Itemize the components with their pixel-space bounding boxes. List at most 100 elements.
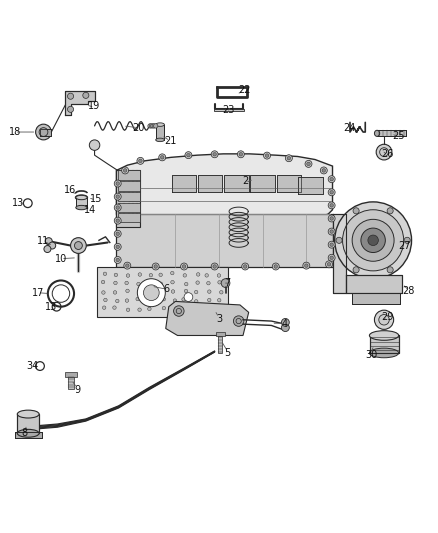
Circle shape [208, 298, 211, 302]
Circle shape [379, 314, 389, 325]
Circle shape [194, 300, 198, 303]
Polygon shape [117, 154, 332, 228]
Circle shape [116, 245, 120, 248]
Ellipse shape [76, 195, 87, 200]
Circle shape [221, 279, 230, 287]
Circle shape [162, 297, 166, 301]
Circle shape [325, 261, 332, 268]
Polygon shape [117, 171, 141, 227]
Circle shape [353, 208, 359, 214]
Text: 34: 34 [26, 361, 38, 371]
Circle shape [184, 289, 188, 293]
Circle shape [147, 297, 151, 301]
Circle shape [327, 263, 331, 266]
Circle shape [374, 310, 394, 329]
Circle shape [116, 182, 120, 185]
Circle shape [45, 238, 52, 245]
Circle shape [303, 262, 310, 269]
Circle shape [148, 124, 152, 128]
Circle shape [330, 256, 333, 260]
Text: 10: 10 [55, 254, 67, 264]
Circle shape [282, 324, 289, 332]
Circle shape [207, 281, 210, 285]
Circle shape [211, 151, 218, 158]
Polygon shape [117, 214, 332, 266]
Circle shape [352, 220, 394, 261]
Circle shape [152, 263, 159, 270]
Circle shape [125, 281, 128, 285]
Circle shape [237, 151, 244, 158]
Polygon shape [65, 372, 77, 376]
Circle shape [116, 299, 119, 303]
Circle shape [328, 189, 335, 196]
Circle shape [116, 195, 120, 198]
Polygon shape [332, 214, 346, 293]
Circle shape [330, 217, 333, 220]
Circle shape [144, 285, 159, 301]
Circle shape [328, 254, 335, 261]
Circle shape [182, 297, 185, 301]
Circle shape [122, 167, 129, 174]
Text: 17: 17 [32, 288, 44, 298]
Circle shape [39, 128, 48, 136]
Text: 16: 16 [64, 185, 76, 195]
Polygon shape [298, 177, 323, 195]
Text: 23: 23 [223, 105, 235, 115]
Circle shape [125, 299, 129, 302]
Ellipse shape [369, 330, 399, 340]
Circle shape [183, 273, 187, 277]
Text: 13: 13 [45, 302, 57, 312]
Polygon shape [118, 192, 140, 201]
Circle shape [304, 264, 308, 268]
Circle shape [185, 152, 192, 159]
Circle shape [103, 272, 107, 276]
Circle shape [138, 273, 141, 276]
Circle shape [343, 210, 404, 271]
Text: 18: 18 [9, 127, 21, 137]
Circle shape [218, 280, 221, 284]
Polygon shape [346, 275, 403, 293]
Polygon shape [214, 109, 244, 111]
Circle shape [148, 307, 151, 311]
Polygon shape [118, 170, 140, 180]
Text: 19: 19 [88, 101, 101, 111]
Circle shape [173, 306, 184, 316]
Circle shape [126, 308, 130, 312]
Polygon shape [172, 175, 196, 192]
Circle shape [116, 258, 120, 262]
Polygon shape [370, 335, 399, 353]
Ellipse shape [76, 205, 87, 210]
Text: 25: 25 [392, 132, 405, 141]
Circle shape [114, 244, 121, 251]
Circle shape [139, 159, 142, 163]
Text: 26: 26 [381, 149, 393, 159]
Text: 3: 3 [216, 314, 222, 324]
Circle shape [368, 235, 378, 246]
Ellipse shape [155, 123, 164, 126]
Circle shape [213, 265, 216, 268]
Circle shape [114, 217, 121, 224]
Circle shape [149, 124, 154, 128]
Text: 20: 20 [132, 123, 145, 133]
Circle shape [380, 148, 389, 157]
Circle shape [361, 228, 385, 253]
Ellipse shape [374, 130, 380, 136]
Text: 6: 6 [163, 284, 170, 294]
Polygon shape [65, 91, 95, 115]
Circle shape [71, 238, 86, 253]
Text: 29: 29 [381, 312, 393, 322]
Circle shape [187, 154, 190, 157]
Polygon shape [218, 336, 223, 353]
Text: 22: 22 [238, 85, 251, 95]
Polygon shape [76, 198, 87, 207]
Circle shape [124, 169, 127, 172]
Circle shape [148, 289, 152, 293]
Circle shape [219, 290, 223, 294]
Circle shape [74, 241, 82, 249]
Circle shape [113, 290, 117, 294]
Text: 9: 9 [74, 385, 80, 394]
Circle shape [102, 306, 106, 310]
Circle shape [116, 232, 120, 236]
Circle shape [335, 202, 412, 279]
Polygon shape [40, 128, 51, 135]
